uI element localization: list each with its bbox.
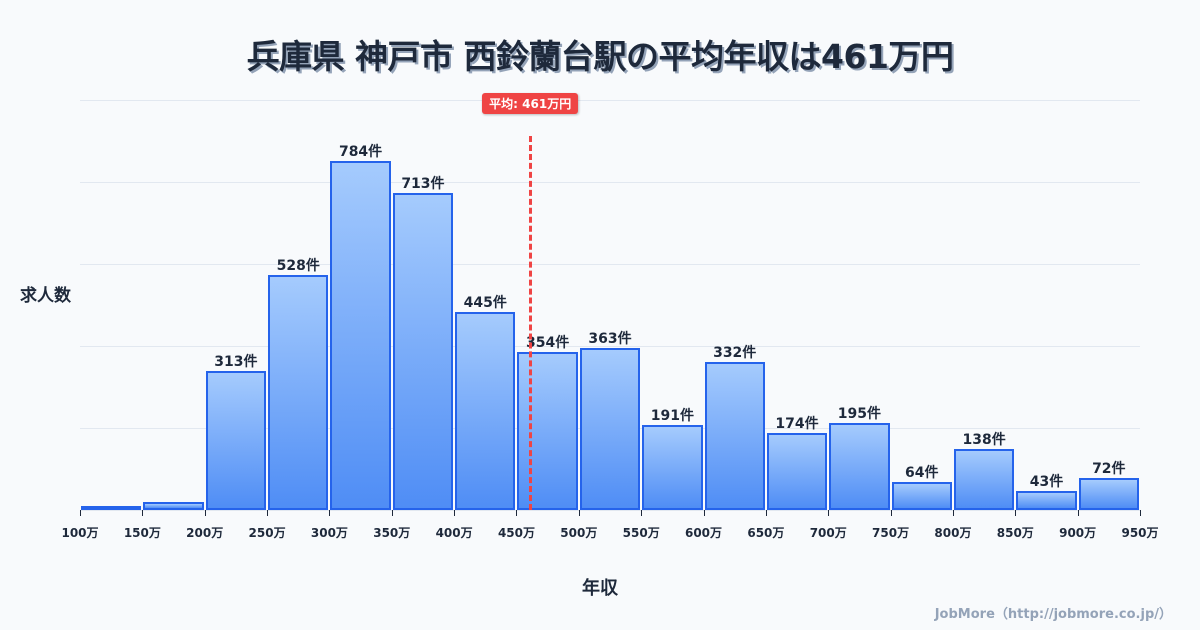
x-tick xyxy=(952,510,954,516)
mean-badge: 平均: 461万円 xyxy=(482,93,579,114)
x-tick xyxy=(578,510,580,516)
bar-value-label: 784件 xyxy=(338,143,383,160)
y-axis-label: 求人数 xyxy=(20,286,71,306)
histogram-bar xyxy=(1016,490,1077,510)
x-tick-label: 600万 xyxy=(684,526,723,540)
x-tick-label: 500万 xyxy=(560,526,598,540)
bar-value-label: 43件 xyxy=(1029,473,1064,490)
x-tick-label: 400万 xyxy=(435,526,473,540)
gridline xyxy=(80,182,1140,183)
x-tick xyxy=(765,510,767,516)
histogram-bar xyxy=(392,192,454,510)
histogram-bar xyxy=(766,432,828,510)
x-tick xyxy=(391,510,393,516)
histogram-bar xyxy=(579,348,641,510)
bar-value-label: 363件 xyxy=(588,331,632,348)
bar-value-label: 528件 xyxy=(276,257,320,274)
x-tick xyxy=(80,510,81,516)
x-tick xyxy=(890,510,892,516)
x-tick-label: 350万 xyxy=(373,526,411,540)
histogram-bar xyxy=(704,362,765,510)
x-tick-label: 800万 xyxy=(934,526,972,540)
bar-value-label: 138件 xyxy=(962,431,1006,448)
histogram-bar xyxy=(330,161,391,510)
histogram-bar xyxy=(891,481,952,510)
histogram-bar xyxy=(642,424,703,510)
x-tick xyxy=(828,510,830,516)
x-tick-label: 900万 xyxy=(1059,526,1097,540)
x-tick-label: 250万 xyxy=(248,526,286,540)
chart-title: 兵庫県 神戸市 西鈴蘭台駅の平均年収は461万円 xyxy=(246,37,954,76)
histogram-bar xyxy=(455,311,516,510)
x-tick-label: 300万 xyxy=(310,526,348,540)
x-tick xyxy=(142,510,144,516)
x-tick xyxy=(641,510,643,516)
gridline xyxy=(80,100,1140,101)
bar-value-label: 72件 xyxy=(1092,460,1126,477)
mean-line xyxy=(529,136,533,510)
histogram-bar xyxy=(205,370,267,510)
gridline xyxy=(80,346,1140,347)
histogram-bar xyxy=(517,352,578,510)
x-tick-label: 450万 xyxy=(497,526,535,540)
x-tick xyxy=(1077,510,1079,516)
bar-value-label: 313件 xyxy=(214,353,258,370)
bar-value-label: 354件 xyxy=(526,335,570,352)
x-tick xyxy=(1140,510,1141,516)
x-tick-label: 700万 xyxy=(809,526,847,540)
gridline xyxy=(80,264,1140,265)
x-tick-label: 200万 xyxy=(186,526,224,540)
histogram-bar xyxy=(829,423,890,510)
x-tick xyxy=(267,510,269,516)
bar-value-label: 713件 xyxy=(401,175,445,192)
x-tick-label: 150万 xyxy=(123,526,161,540)
bar-value-label: 195件 xyxy=(837,406,882,423)
x-tick xyxy=(204,510,206,516)
x-tick-label: 100万 xyxy=(61,526,99,540)
bar-value-label: 191件 xyxy=(650,407,694,424)
x-tick xyxy=(703,510,705,516)
x-tick xyxy=(516,510,518,516)
x-tick-label: 950万 xyxy=(1121,526,1159,540)
x-tick xyxy=(454,510,456,516)
x-tick-label: 750万 xyxy=(872,526,910,540)
histogram-bar xyxy=(953,448,1015,510)
histogram-bar xyxy=(268,274,329,510)
x-tick-label: 850万 xyxy=(996,526,1034,540)
bar-value-label: 64件 xyxy=(905,464,939,481)
bar-value-label: 174件 xyxy=(775,415,819,432)
x-tick xyxy=(1015,510,1017,516)
x-tick-label: 550万 xyxy=(622,526,660,540)
histogram-bar xyxy=(1078,477,1139,510)
histogram-bar xyxy=(143,502,204,510)
histogram-bar xyxy=(81,506,142,510)
baseline xyxy=(80,510,1140,511)
x-tick-label: 650万 xyxy=(747,526,785,540)
plot-area: 313件 528件 784件 713件 445件 354件 363件 191件 332件 174件… xyxy=(61,93,1159,540)
bar-value-label: 445件 xyxy=(463,294,507,311)
bar-value-label: 332件 xyxy=(713,345,757,362)
credit-text: JobMore（http://jobmore.co.jp/） xyxy=(934,607,1172,622)
x-tick xyxy=(329,510,331,516)
x-axis-label: 年収 xyxy=(582,578,618,599)
